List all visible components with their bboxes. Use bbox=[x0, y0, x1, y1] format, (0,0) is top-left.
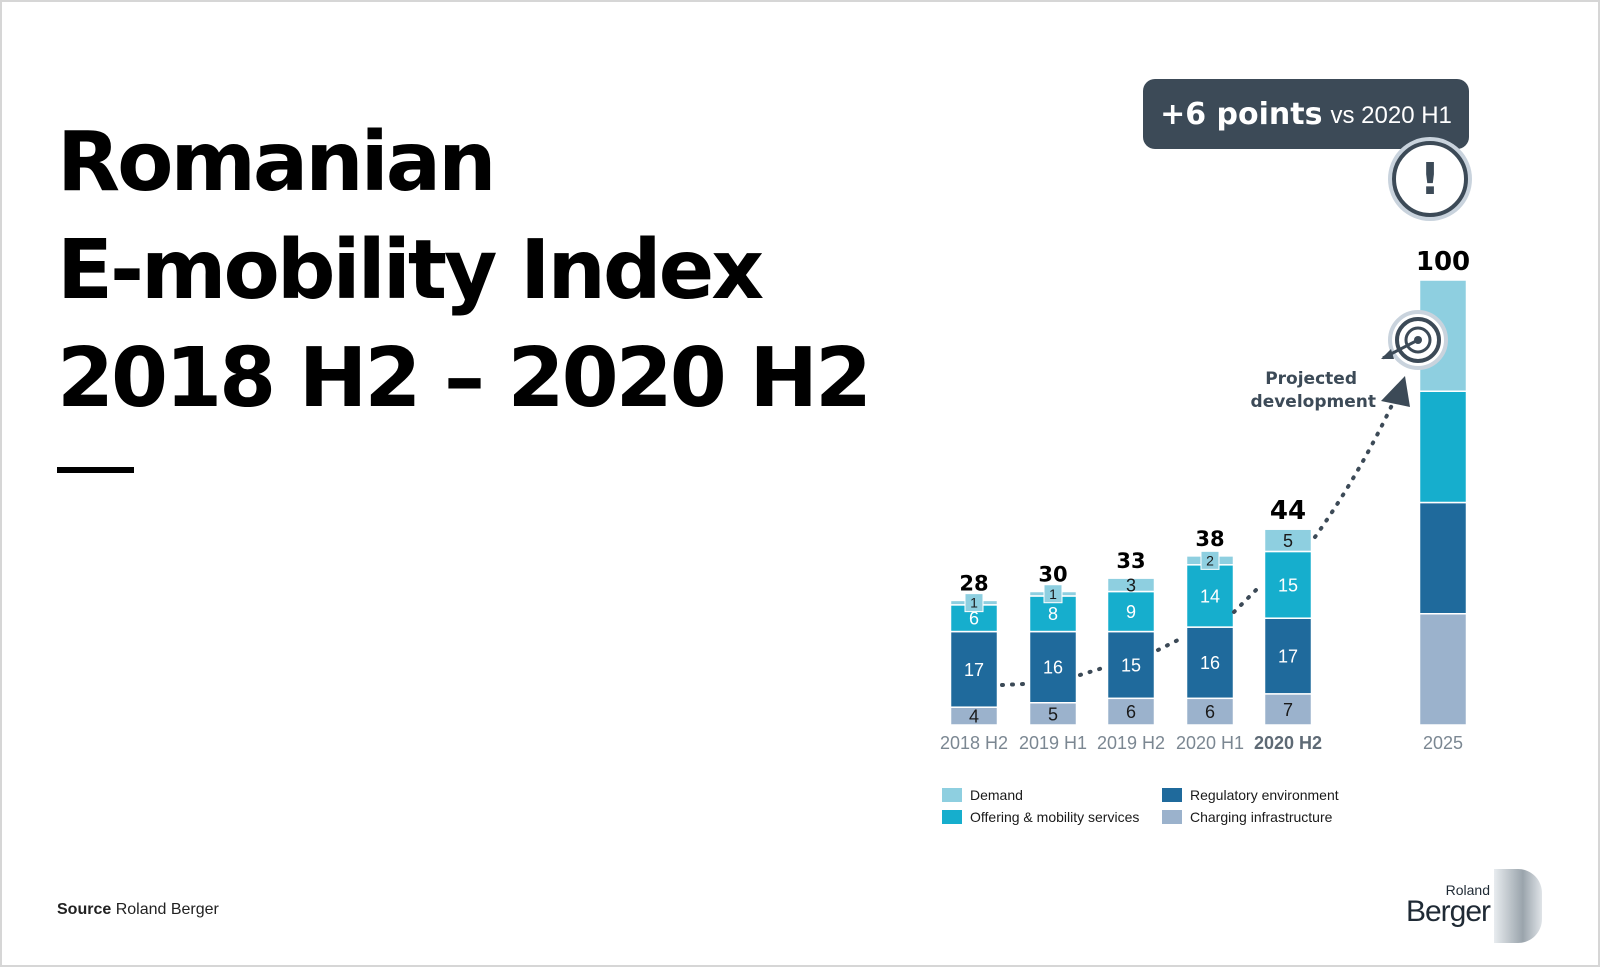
bar-segment bbox=[1185, 564, 1235, 628]
legend-label: Demand bbox=[970, 787, 1023, 803]
callout-comparison: vs 2020 H1 bbox=[1330, 102, 1452, 129]
change-callout: +6 points vs 2020 H1 bbox=[1143, 79, 1469, 149]
x-tick-label: 2020 H2 bbox=[1254, 733, 1322, 753]
target-icon bbox=[1381, 310, 1448, 370]
small-label-box bbox=[1043, 584, 1063, 604]
segment-value-label: 8 bbox=[1048, 604, 1058, 624]
annotation-development: development bbox=[1251, 392, 1376, 412]
small-label-box bbox=[964, 593, 984, 613]
legend-label: Charging infrastructure bbox=[1190, 809, 1333, 825]
bar-segment bbox=[1263, 528, 1313, 553]
callout-highlight: +6 points bbox=[1160, 96, 1323, 132]
logo-text-roland: Roland bbox=[1445, 882, 1490, 898]
bar-total-label: 100 bbox=[1416, 247, 1470, 277]
title-line-3: 2018 H2 – 2020 H2 bbox=[57, 331, 872, 426]
legend-swatch bbox=[1162, 788, 1182, 802]
legend-label: Regulatory environment bbox=[1190, 787, 1339, 803]
title-line-2: E-mobility Index bbox=[57, 223, 764, 318]
bar-total-label: 28 bbox=[959, 571, 988, 595]
segment-value-label: 5 bbox=[1283, 531, 1293, 551]
segment-value-label: 15 bbox=[1121, 655, 1141, 675]
legend-swatch bbox=[942, 788, 962, 802]
bar-segment bbox=[1263, 617, 1313, 695]
legend-item-charging: Charging infrastructure bbox=[1162, 809, 1382, 825]
segment-value-label: 7 bbox=[1283, 700, 1293, 720]
legend-swatch bbox=[1162, 810, 1182, 824]
exclamation-icon: ! bbox=[1388, 137, 1472, 221]
x-tick-label: 2019 H1 bbox=[1019, 733, 1087, 753]
source-note: Source Roland Berger bbox=[57, 901, 219, 919]
projected-trend-line bbox=[1000, 403, 1394, 687]
segment-value-label: 6 bbox=[969, 609, 979, 629]
bar-segment bbox=[1418, 501, 1468, 615]
bar-segment bbox=[1106, 590, 1156, 633]
bar-segment bbox=[1106, 577, 1156, 593]
logo-text-berger: Berger bbox=[1405, 895, 1491, 928]
title-underline bbox=[57, 467, 134, 473]
title-line-1: Romanian bbox=[57, 115, 496, 210]
bar-segment bbox=[1106, 697, 1156, 726]
annotation-projected: Projected bbox=[1265, 369, 1357, 389]
chart-legend: Demand Regulatory environment Offering &… bbox=[942, 787, 1382, 825]
segment-value-label: 16 bbox=[1200, 653, 1220, 673]
bar-total-label: 38 bbox=[1195, 527, 1224, 551]
segment-value-label: 14 bbox=[1200, 586, 1220, 606]
segment-value-label: 6 bbox=[1126, 702, 1136, 722]
legend-label: Offering & mobility services bbox=[970, 809, 1140, 825]
segment-value-label: 1 bbox=[970, 595, 978, 611]
small-label-box bbox=[1200, 550, 1220, 570]
bar-segment bbox=[1418, 613, 1468, 726]
segment-value-label: 16 bbox=[1043, 658, 1063, 678]
roland-berger-logo: Roland Berger bbox=[1398, 869, 1548, 943]
segment-value-label: 2 bbox=[1206, 552, 1214, 568]
bar-segment bbox=[1263, 550, 1313, 619]
bar-segment bbox=[1263, 693, 1313, 726]
segment-value-label: 17 bbox=[1278, 647, 1298, 667]
x-tick-label: 2020 H1 bbox=[1176, 733, 1244, 753]
segment-value-label: 17 bbox=[964, 660, 984, 680]
bar-segment bbox=[1106, 630, 1156, 700]
x-tick-label: 2018 H2 bbox=[940, 733, 1008, 753]
bar-segment bbox=[1185, 697, 1235, 726]
legend-item-regulatory: Regulatory environment bbox=[1162, 787, 1382, 803]
segment-value-label: 4 bbox=[969, 707, 979, 727]
bar-segment bbox=[1185, 626, 1235, 700]
segment-value-label: 3 bbox=[1126, 575, 1136, 595]
segment-value-label: 1 bbox=[1049, 586, 1057, 602]
bar-total-label: 30 bbox=[1038, 563, 1067, 587]
legend-item-offering: Offering & mobility services bbox=[942, 809, 1162, 825]
segment-value-label: 15 bbox=[1278, 575, 1298, 595]
logo-mark-icon bbox=[1494, 869, 1542, 943]
segment-value-label: 6 bbox=[1205, 702, 1215, 722]
bar-segment bbox=[949, 630, 999, 708]
segment-value-label: 5 bbox=[1048, 704, 1058, 724]
legend-swatch bbox=[942, 810, 962, 824]
source-text: Roland Berger bbox=[115, 901, 219, 918]
bar-total-label: 33 bbox=[1116, 549, 1145, 573]
trend-arrowhead bbox=[1381, 376, 1410, 407]
bar-total-label: 44 bbox=[1270, 496, 1306, 526]
source-label: Source bbox=[57, 901, 112, 918]
segment-value-label: 9 bbox=[1126, 602, 1136, 622]
x-tick-label: 2025 bbox=[1423, 733, 1463, 753]
legend-item-demand: Demand bbox=[942, 787, 1162, 803]
x-tick-label: 2019 H2 bbox=[1097, 733, 1165, 753]
bar-segment bbox=[1028, 630, 1078, 704]
bar-segment bbox=[1418, 390, 1468, 504]
